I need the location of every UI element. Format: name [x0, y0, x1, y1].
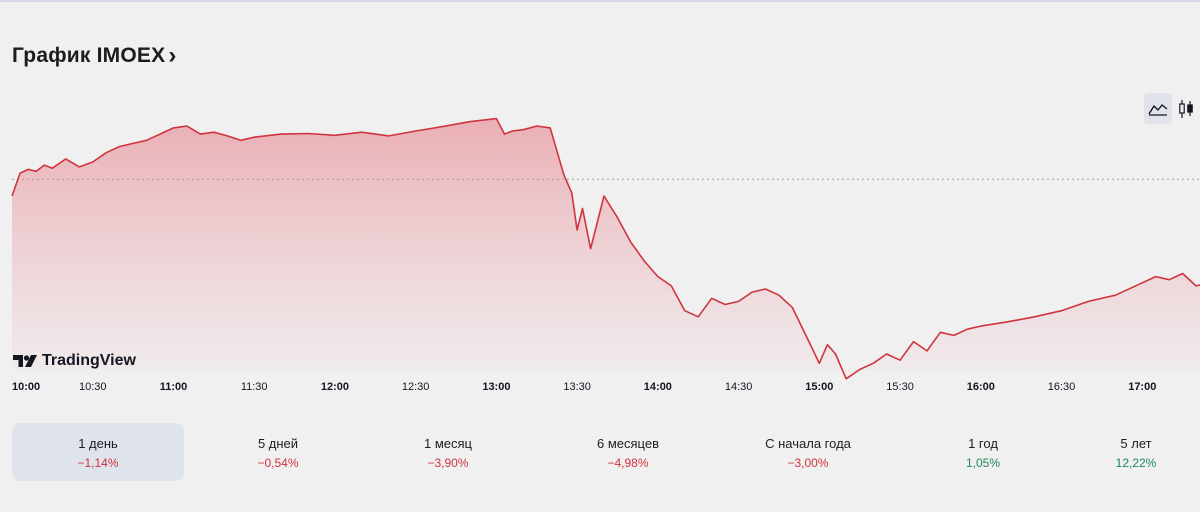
time-axis-tick: 13:30	[563, 381, 591, 393]
time-axis-tick: 15:30	[886, 381, 914, 393]
period-change: −1,14%	[77, 456, 119, 470]
period-label: 1 месяц	[424, 436, 472, 451]
price-area-fill	[12, 118, 1200, 379]
time-axis-tick: 17:00	[1128, 381, 1157, 393]
period-label: 5 лет	[1120, 436, 1152, 451]
period-tab[interactable]: С начала года −3,00%	[722, 423, 894, 481]
chevron-right-icon: ›	[168, 42, 177, 69]
price-chart[interactable]	[0, 100, 1200, 385]
page-title: График IMOEX	[12, 44, 166, 67]
period-change: 1,05%	[965, 456, 1001, 470]
period-label: 5 дней	[257, 436, 299, 451]
period-tab[interactable]: 5 лет 12,22%	[1074, 423, 1198, 481]
period-label: 6 месяцев	[597, 436, 659, 451]
time-axis-tick: 14:00	[643, 381, 672, 393]
period-change: −0,54%	[257, 456, 299, 470]
period-label: 1 день	[78, 436, 118, 451]
period-change: 12,22%	[1115, 456, 1157, 470]
candlestick-button[interactable]	[1172, 93, 1200, 124]
chart-type-switch	[1144, 92, 1200, 125]
area-chart-button[interactable]	[1144, 93, 1172, 124]
price-line	[11, 117, 1200, 380]
tradingview-logo-text: TradingView	[42, 352, 136, 369]
time-axis-tick: 10:00	[12, 381, 41, 393]
tradingview-logo[interactable]: TradingView	[12, 352, 136, 370]
top-divider	[0, 0, 1200, 2]
chart-title-link[interactable]: График IMOEX ›	[12, 44, 176, 68]
period-change: −4,98%	[607, 456, 649, 470]
period-change: −3,90%	[427, 456, 469, 470]
period-label: 1 год	[968, 436, 998, 451]
time-axis-tick: 11:30	[240, 381, 268, 393]
period-label: С начала года	[765, 436, 851, 451]
tradingview-logo-icon	[13, 355, 37, 367]
period-tab[interactable]: 1 месяц −3,90%	[362, 423, 534, 481]
time-axis: 10:00 10:30 11:00 11:30 12:00 12:30 13:00 13:30…	[0, 381, 1200, 399]
time-axis-tick: 16:30	[1047, 381, 1076, 393]
area-chart-icon	[1148, 103, 1168, 116]
period-change: −3,00%	[787, 456, 829, 470]
time-axis-tick: 13:00	[482, 381, 511, 393]
candlestick-icon	[1179, 99, 1193, 118]
time-axis-tick: 15:00	[805, 381, 834, 393]
time-axis-tick: 10:30	[78, 381, 107, 393]
period-tab[interactable]: 1 год 1,05%	[897, 423, 1069, 481]
time-axis-tick: 11:00	[159, 381, 188, 393]
period-selector: 1 день −1,14% 5 дней −0,54% 1 месяц −3,90% 6 м…	[12, 423, 1200, 481]
time-axis-tick: 16:00	[966, 381, 995, 393]
period-tab[interactable]: 5 дней −0,54%	[192, 423, 364, 481]
time-axis-tick: 12:00	[320, 381, 349, 393]
time-axis-tick: 12:30	[401, 381, 430, 393]
period-tab[interactable]: 1 день −1,14%	[12, 423, 184, 481]
time-axis-tick: 14:30	[724, 381, 753, 393]
period-tab[interactable]: 6 месяцев −4,98%	[542, 423, 714, 481]
